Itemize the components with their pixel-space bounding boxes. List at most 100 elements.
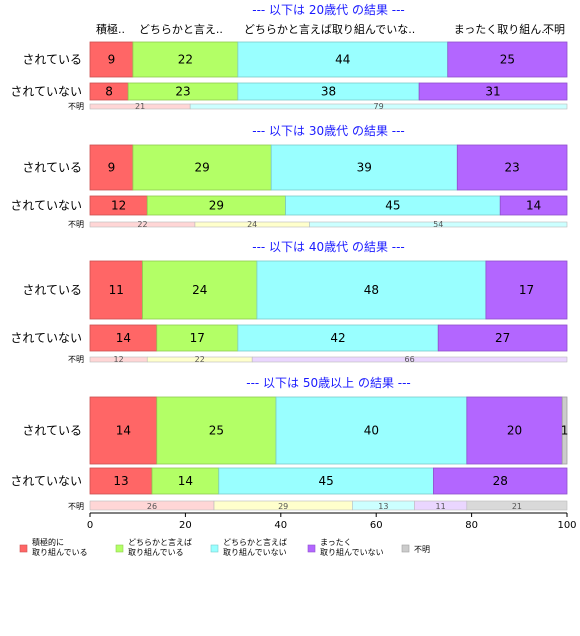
legend-label-line: 取り組んでいる	[32, 547, 88, 557]
top-category-label: 積極..	[96, 22, 125, 36]
legend-label-line: 積極的に	[32, 537, 64, 547]
unknown-data-label: 21	[512, 502, 522, 511]
data-label: 31	[485, 85, 500, 99]
bar-segment	[89, 144, 134, 191]
bar-segment	[151, 467, 220, 495]
unknown-row-label: 不明	[68, 102, 84, 111]
bar-segment	[433, 467, 568, 495]
data-label: 45	[318, 474, 333, 488]
data-label: 22	[178, 53, 193, 67]
bar-segment	[456, 144, 568, 191]
data-label: 29	[194, 161, 209, 175]
bar-segment	[156, 324, 239, 352]
row-label: されていない	[10, 331, 82, 345]
legend-label: 積極的に取り組んでいる	[32, 537, 88, 557]
row-label: されていない	[10, 85, 82, 99]
unknown-bar-segment	[189, 103, 568, 110]
panel-title: --- 以下は 50歳以上 の結果 ---	[246, 376, 411, 390]
data-label: 42	[330, 331, 345, 345]
row-label: されていない	[10, 474, 82, 488]
data-label: 25	[209, 424, 224, 438]
data-label: 13	[113, 474, 128, 488]
unknown-data-label: 22	[137, 220, 147, 229]
bar-segment	[89, 396, 158, 465]
x-tick-label: 100	[557, 520, 576, 531]
unknown-data-label: 29	[278, 502, 288, 511]
legend-swatch	[19, 544, 28, 553]
legend-label: まったく取り組んでいない	[320, 538, 384, 557]
bar-segment	[256, 260, 487, 320]
bar-segment	[89, 324, 158, 352]
data-label: 11	[109, 283, 124, 297]
data-label: 20	[507, 424, 522, 438]
data-label: 24	[192, 283, 207, 297]
row-label: されていない	[10, 199, 82, 213]
legend-label-line: どちらかと言えば	[223, 537, 287, 547]
data-label: 27	[495, 331, 510, 345]
unknown-data-label: 22	[195, 355, 205, 364]
bar-segment	[237, 324, 439, 352]
bar-segment	[89, 41, 134, 78]
data-label: 45	[385, 199, 400, 213]
data-label: 14	[178, 474, 193, 488]
data-label: 9	[108, 161, 116, 175]
legend-label-line: 不明	[414, 545, 430, 554]
bar-segment	[437, 324, 568, 352]
unknown-row-label: 不明	[68, 502, 84, 511]
legend-swatch	[401, 544, 410, 553]
bar-segment	[447, 41, 568, 78]
bar-segment	[485, 260, 568, 320]
row-label: されている	[22, 53, 82, 67]
bar-segment	[89, 260, 143, 320]
data-label: 44	[335, 53, 350, 67]
data-label: 14	[526, 199, 541, 213]
data-label: 40	[364, 424, 379, 438]
unknown-bar-segment	[251, 356, 568, 363]
bar-segment	[237, 41, 449, 78]
x-tick-label: 20	[179, 520, 192, 531]
bar-segment	[132, 144, 272, 191]
data-label: 17	[190, 331, 205, 345]
unknown-data-label: 12	[114, 355, 124, 364]
data-label: 8	[105, 85, 113, 99]
data-label: 39	[357, 161, 372, 175]
bar-segment	[418, 82, 568, 101]
unknown-data-label: 54	[433, 220, 443, 229]
x-tick-label: 60	[370, 520, 383, 531]
legend-swatch	[210, 544, 219, 553]
unknown-bar-segment	[466, 500, 568, 511]
bar-segment	[132, 41, 239, 78]
legend-label-line: 取り組んでいる	[128, 547, 184, 557]
bar-segment	[561, 396, 568, 465]
bar-segment	[499, 195, 568, 216]
data-label: 14	[116, 424, 131, 438]
data-label: 29	[209, 199, 224, 213]
data-label: 25	[500, 53, 515, 67]
data-label: 38	[321, 85, 336, 99]
panel-title: --- 以下は 40歳代 の結果 ---	[252, 240, 405, 254]
unknown-data-label: 11	[436, 502, 446, 511]
row-label: されている	[22, 424, 82, 438]
row-label: されている	[22, 283, 82, 297]
legend-label: どちらかと言えば取り組んでいない	[223, 537, 287, 557]
unknown-row-label: 不明	[68, 355, 84, 364]
legend-label-line: まったく	[320, 538, 352, 547]
unknown-data-label: 26	[147, 502, 157, 511]
data-label: 14	[116, 331, 131, 345]
top-category-label: 不明	[543, 23, 565, 36]
legend-swatch	[307, 544, 316, 553]
x-tick-label: 40	[274, 520, 287, 531]
panel-title: --- 以下は 30歳代 の結果 ---	[252, 124, 405, 138]
unknown-row-label: 不明	[68, 220, 84, 229]
data-label: 17	[519, 283, 534, 297]
data-label: 23	[505, 161, 520, 175]
unknown-data-label: 66	[404, 355, 414, 364]
unknown-data-label: 24	[247, 220, 257, 229]
legend-label-line: 取り組んでいない	[223, 547, 287, 557]
unknown-data-label: 13	[378, 502, 388, 511]
legend-label-line: どちらかと言えば	[128, 537, 192, 547]
data-label: 12	[111, 199, 126, 213]
bar-segment	[156, 396, 277, 465]
x-tick-label: 0	[87, 520, 93, 531]
